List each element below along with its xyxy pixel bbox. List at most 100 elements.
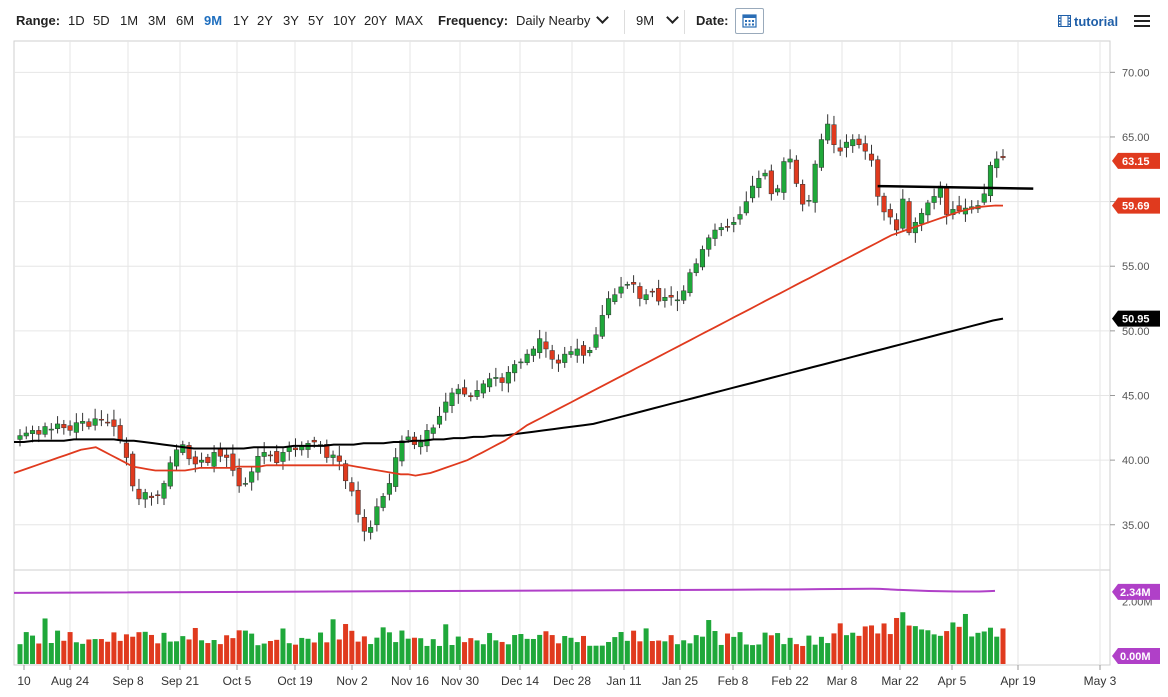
candle-body bbox=[349, 482, 355, 492]
volume-bar bbox=[681, 640, 687, 664]
candle-body bbox=[42, 426, 48, 435]
range-5d-button[interactable]: 5D bbox=[93, 13, 110, 28]
volume-bar bbox=[712, 631, 718, 664]
volume-bar bbox=[343, 624, 349, 664]
volume-bar bbox=[631, 630, 637, 664]
volume-bar bbox=[292, 644, 298, 664]
ma200-line bbox=[14, 317, 1004, 450]
period-select[interactable]: 9M bbox=[636, 11, 679, 30]
candle-body bbox=[562, 353, 568, 363]
x-tick-label: May 3 bbox=[1084, 674, 1117, 688]
candle-body bbox=[862, 143, 868, 152]
volume-bar bbox=[430, 639, 436, 664]
candle-body bbox=[699, 249, 706, 268]
volume-bar bbox=[555, 643, 561, 664]
y-tick-label: 55.00 bbox=[1122, 261, 1150, 273]
x-tick-label: Dec 14 bbox=[501, 674, 539, 688]
volume-bar bbox=[61, 640, 67, 664]
volume-bar bbox=[618, 632, 624, 664]
date-picker-button[interactable] bbox=[735, 8, 764, 34]
ma200-tag bbox=[1112, 310, 1160, 327]
candle-body bbox=[825, 123, 831, 141]
candle-body bbox=[994, 158, 1000, 169]
candle-body bbox=[280, 452, 286, 462]
volume-bar bbox=[349, 630, 355, 664]
volume-bar bbox=[581, 635, 587, 664]
candle-body bbox=[361, 517, 367, 532]
volume-bar bbox=[211, 640, 217, 664]
volume-bar bbox=[418, 638, 424, 664]
candle-body bbox=[549, 350, 555, 360]
volume-bar bbox=[981, 631, 987, 664]
volume-bar bbox=[493, 640, 499, 664]
range-6m-button[interactable]: 6M bbox=[176, 13, 195, 28]
x-axis-labels: 10 Aug 24 Sep 8 Sep 21 Oct 5 Oct 19 Nov 2 Nov 1… bbox=[17, 674, 1116, 688]
volume-bar bbox=[662, 641, 668, 664]
candle-body bbox=[455, 388, 461, 395]
hamburger-menu-icon[interactable] bbox=[1134, 15, 1150, 30]
frequency-select[interactable]: Daily Nearby bbox=[516, 11, 610, 30]
volume-bar bbox=[255, 645, 261, 664]
range-5y-button[interactable]: 5Y bbox=[308, 13, 324, 28]
range-10y-button[interactable]: 10Y bbox=[333, 13, 357, 28]
volume-bar bbox=[875, 633, 881, 664]
x-tick-label: Apr 5 bbox=[938, 674, 967, 688]
range-1d-button[interactable]: 1D bbox=[68, 13, 85, 28]
volume-bar bbox=[286, 643, 292, 664]
range-3m-button[interactable]: 3M bbox=[148, 13, 167, 28]
range-1y-button[interactable]: 1Y bbox=[233, 13, 249, 28]
toolbar: Range: 1D 5D 1M 3M 6M 9M 1Y 2Y 3Y 5Y 10Y… bbox=[0, 0, 1168, 40]
candle-body bbox=[311, 439, 317, 443]
volume-bar bbox=[86, 639, 92, 664]
candle-body bbox=[430, 427, 436, 434]
volume-bar bbox=[98, 639, 104, 664]
volume-bar bbox=[825, 643, 831, 664]
toolbar-divider bbox=[624, 10, 625, 34]
volume-bar bbox=[574, 642, 580, 664]
volume-bar bbox=[23, 632, 29, 664]
frequency-value: Daily Nearby bbox=[516, 13, 591, 28]
x-tick-label: Mar 22 bbox=[881, 674, 919, 688]
volume-bar bbox=[637, 641, 643, 664]
range-max-button[interactable]: MAX bbox=[395, 13, 424, 28]
range-3y-button[interactable]: 3Y bbox=[283, 13, 299, 28]
frequency-label: Frequency: bbox=[438, 13, 509, 28]
volume-bar bbox=[649, 641, 655, 664]
candle-body bbox=[818, 139, 824, 168]
volume-bar bbox=[919, 629, 925, 664]
candle-body bbox=[73, 422, 79, 433]
volume-bar bbox=[962, 613, 968, 664]
volume-bar bbox=[311, 642, 317, 664]
candle-body bbox=[461, 387, 468, 395]
x-tick-label: Sep 8 bbox=[112, 674, 144, 688]
candle-body bbox=[775, 188, 781, 193]
volume-bar bbox=[505, 644, 511, 664]
candle-body bbox=[217, 448, 223, 457]
candle-body bbox=[587, 349, 593, 354]
candle-body bbox=[868, 153, 875, 161]
candle-body bbox=[800, 184, 806, 205]
tutorial-link[interactable]: tutorial bbox=[1058, 14, 1118, 29]
candle-body bbox=[424, 430, 430, 447]
range-1m-button[interactable]: 1M bbox=[120, 13, 139, 28]
range-20y-button[interactable]: 20Y bbox=[364, 13, 388, 28]
candle-body bbox=[524, 353, 530, 363]
candle-body bbox=[61, 424, 67, 429]
candle-body bbox=[687, 272, 693, 294]
candle-body bbox=[192, 456, 198, 465]
candle-body bbox=[36, 430, 42, 435]
range-2y-button[interactable]: 2Y bbox=[257, 13, 273, 28]
volume-bar bbox=[487, 633, 493, 664]
volume-bar bbox=[850, 632, 856, 664]
last-price-tag bbox=[1112, 152, 1160, 169]
volume-bar bbox=[462, 642, 468, 664]
candle-body bbox=[881, 195, 887, 213]
volume-bar bbox=[67, 632, 73, 664]
candle-body bbox=[224, 454, 230, 458]
candle-body bbox=[468, 395, 474, 398]
volume-bar bbox=[449, 645, 455, 664]
x-tick-label: Mar 8 bbox=[827, 674, 858, 688]
range-9m-button[interactable]: 9M bbox=[204, 13, 223, 28]
ma50-line bbox=[13, 204, 1004, 477]
volume-bar bbox=[869, 625, 875, 664]
